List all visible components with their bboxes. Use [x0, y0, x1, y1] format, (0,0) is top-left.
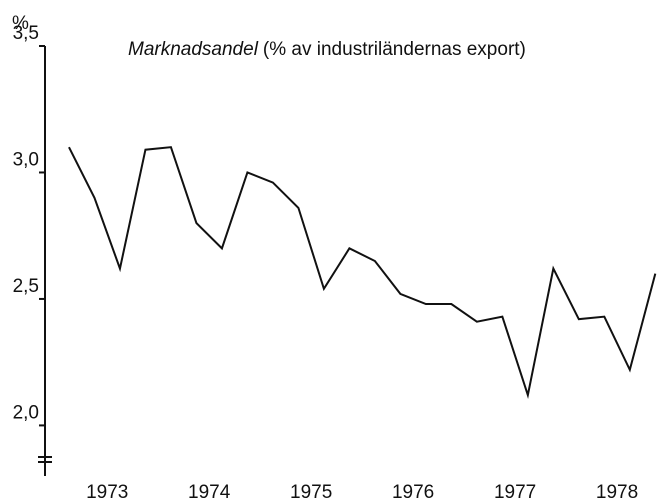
y-tick-label: 3,5 — [13, 23, 39, 44]
y-tick-label: 2,5 — [13, 276, 39, 297]
y-tick-label: 2,0 — [13, 402, 39, 423]
y-tick-label: 3,0 — [13, 149, 39, 170]
chart-title: Marknadsandel — [128, 39, 259, 60]
x-tick-label: 1973 — [86, 482, 128, 503]
data-line — [68, 146, 657, 399]
x-tick-label: 1978 — [596, 482, 638, 503]
x-tick-label: 1976 — [392, 482, 434, 503]
x-tick-label: 1974 — [188, 482, 231, 503]
y-axis-label: % — [12, 13, 29, 34]
x-tick-label: 1977 — [494, 482, 536, 503]
chart-subtitle: (% av industriländernas export) — [263, 39, 526, 60]
x-tick-label: 1975 — [290, 482, 332, 503]
